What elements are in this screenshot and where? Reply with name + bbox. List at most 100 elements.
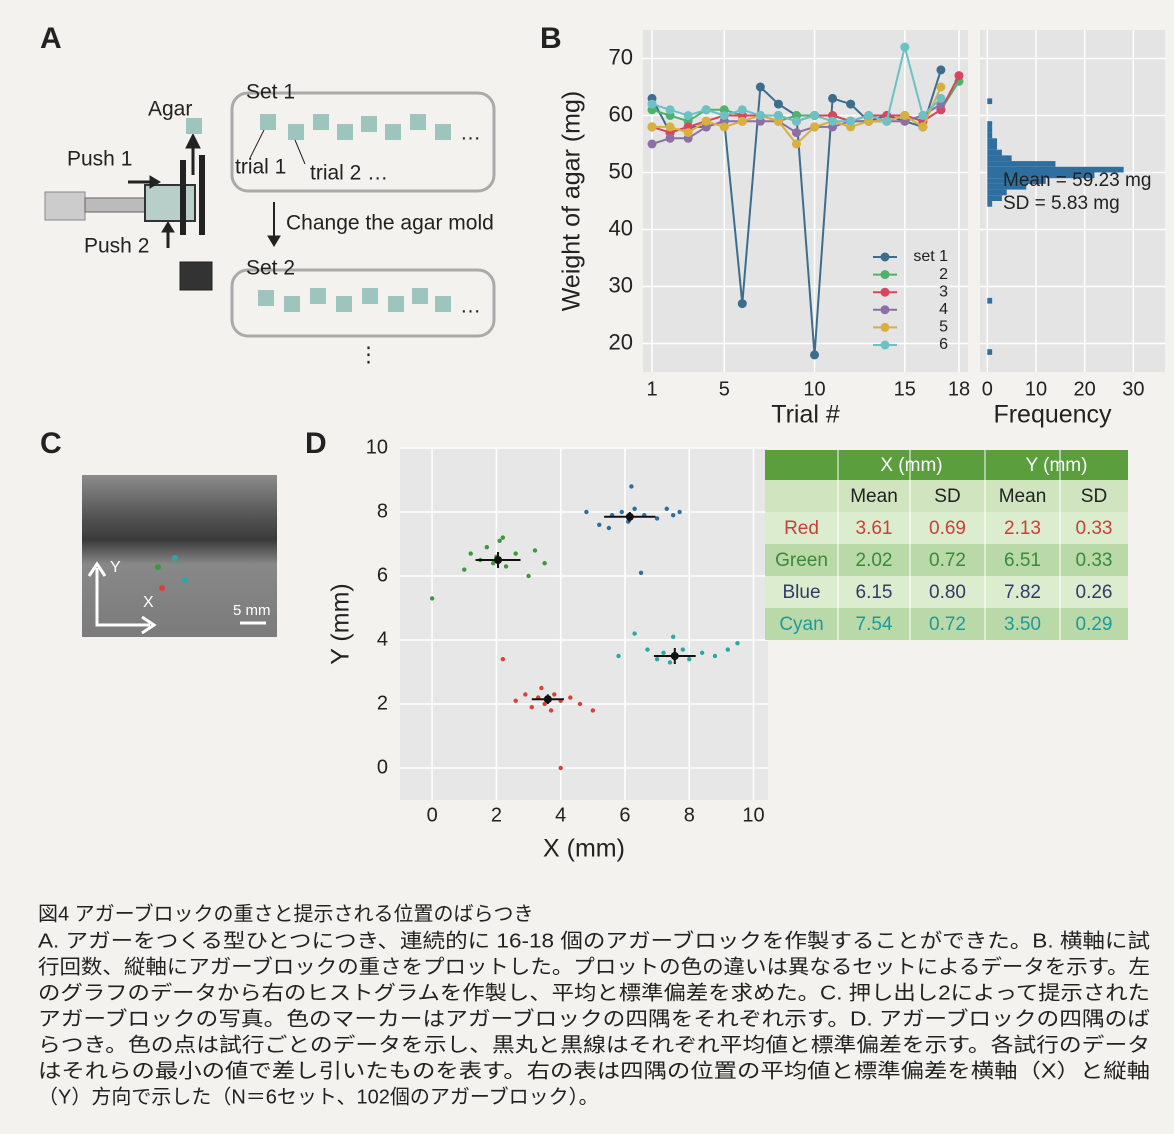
legend-swatch: [880, 252, 890, 262]
marker: [182, 577, 188, 583]
plot-background: [643, 30, 968, 372]
legend-label: set 1: [913, 248, 948, 265]
point: [954, 71, 964, 81]
bar: [987, 98, 993, 105]
point: [701, 116, 711, 126]
table-cell: 2.02: [856, 550, 893, 571]
legend-swatch: [880, 322, 890, 332]
label: X: [143, 594, 154, 611]
table-cell: 0.26: [1076, 582, 1113, 603]
y-tick-label: 6: [377, 564, 388, 586]
x-tick-label: 0: [427, 804, 438, 826]
label: …: [460, 122, 481, 145]
point: [597, 522, 602, 527]
x-axis-label: Trial #: [771, 401, 840, 429]
point: [864, 111, 874, 120]
table-cell: 0.72: [929, 550, 966, 571]
bar: [987, 161, 1056, 167]
bar: [987, 149, 1002, 156]
bar: [987, 132, 993, 139]
x-tick-label: 8: [684, 804, 695, 826]
point: [677, 509, 682, 515]
point: [810, 111, 820, 120]
table-cell: 0.69: [929, 518, 966, 539]
point: [667, 660, 673, 665]
point: [683, 111, 693, 120]
marker: [172, 555, 178, 561]
bar: [987, 166, 1124, 173]
point: [632, 506, 637, 511]
point: [539, 685, 544, 691]
point: [491, 561, 496, 566]
panel-label: C: [40, 427, 62, 460]
point: [500, 535, 506, 540]
bar: [987, 189, 1007, 196]
bar: [987, 144, 998, 150]
point: [523, 692, 528, 697]
panel-label: B: [540, 22, 562, 55]
point: [936, 65, 946, 75]
table-cell: 0.29: [1076, 614, 1113, 635]
bar: [987, 201, 993, 207]
table-cell: Cyan: [779, 614, 823, 635]
label: Push 2: [84, 235, 149, 258]
table-cell: 7.54: [856, 614, 893, 635]
point: [629, 484, 634, 489]
point: [828, 93, 838, 103]
point: [810, 350, 820, 360]
mean-point: [543, 695, 552, 704]
label: Y: [110, 559, 121, 576]
bar: [987, 172, 1095, 179]
point: [719, 122, 729, 132]
bar: [987, 183, 1027, 190]
legend-swatch: [880, 340, 890, 350]
point: [532, 548, 538, 553]
point: [791, 128, 801, 138]
caption-line: アガーブロックの写真。色のマーカーはアガーブロックの四隅をそれぞれ示す。D. ア…: [38, 1006, 1150, 1030]
legend-label: 3: [939, 283, 948, 300]
annotation: SD = 5.83 mg: [1003, 193, 1120, 214]
y-tick-label: 10: [366, 436, 388, 458]
point: [719, 111, 729, 120]
point: [484, 545, 489, 550]
point: [584, 509, 589, 515]
y-tick-label: 60: [609, 101, 633, 126]
photo: [82, 475, 277, 637]
point: [529, 705, 534, 710]
table-cell: 6.51: [1004, 550, 1041, 571]
table-cell: 3.50: [1004, 614, 1041, 635]
point: [542, 561, 547, 566]
point: [526, 573, 531, 579]
table-row: [765, 512, 1128, 544]
table-cell: 0.72: [929, 614, 966, 635]
point: [755, 82, 765, 92]
table-cell: 0.33: [1076, 550, 1113, 571]
table-header-cell: Y (mm): [1026, 455, 1088, 476]
x-tick-label: 15: [894, 378, 916, 400]
bar: [987, 178, 1046, 184]
caption-line: はそれらの最小の値で差し引いたものを表す。右の表は四隅の位置の平均値と標準偏差を…: [38, 1059, 1150, 1082]
point: [828, 116, 838, 126]
x-axis-label: Frequency: [993, 401, 1112, 429]
point: [542, 701, 547, 707]
point: [918, 111, 928, 120]
point: [497, 538, 502, 543]
table-row: [765, 576, 1128, 608]
mean-point: [670, 652, 679, 660]
point: [680, 647, 686, 652]
table-cell: Blue: [782, 582, 820, 603]
legend-swatch: [880, 287, 890, 297]
y-tick-label: 40: [609, 215, 633, 240]
label: ⋮: [358, 344, 379, 367]
point: [503, 564, 509, 569]
table-header-cell: X (mm): [880, 455, 942, 476]
point: [936, 82, 946, 92]
point: [616, 653, 621, 659]
point: [500, 657, 506, 662]
y-tick-label: 4: [377, 628, 388, 650]
table-subheader-cell: SD: [934, 486, 960, 507]
y-tick-label: 8: [377, 500, 388, 522]
point: [568, 695, 573, 700]
x-tick-label: 1: [646, 378, 657, 400]
